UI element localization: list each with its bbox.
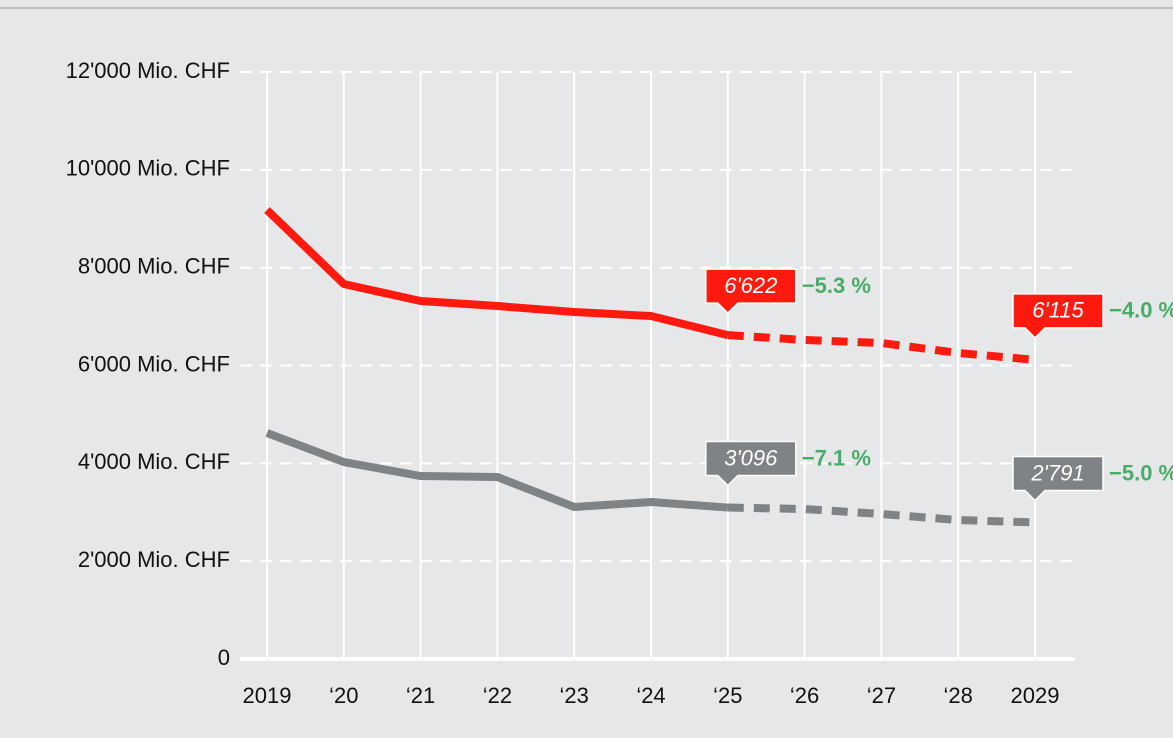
value-label: 6'622	[724, 273, 777, 298]
y-tick-label: 0	[218, 645, 230, 670]
value-label: 3'096	[724, 445, 778, 470]
x-tick-label: ‘25	[713, 683, 742, 708]
x-tick-label: ‘28	[944, 683, 973, 708]
callout-box	[705, 440, 797, 487]
callout-box	[1012, 293, 1104, 339]
y-tick-label: 10'000 Mio. CHF	[66, 156, 230, 181]
value-label: 2'791	[1030, 460, 1084, 485]
y-tick-label: 2'000 Mio. CHF	[78, 547, 230, 572]
y-tick-label: 6'000 Mio. CHF	[78, 351, 230, 376]
x-tick-label: ‘20	[329, 683, 358, 708]
x-tick-label: ‘23	[560, 683, 589, 708]
change-label: −4.0 %	[1109, 298, 1173, 323]
x-tick-label: ‘21	[406, 683, 435, 708]
line-actual	[264, 207, 729, 339]
callout-box	[1012, 455, 1104, 502]
callout-box	[705, 268, 797, 315]
y-tick-label: 8'000 Mio. CHF	[78, 253, 230, 278]
line-actual	[265, 429, 729, 512]
change-label: −7.1 %	[802, 445, 871, 470]
change-label: −5.0 %	[1109, 460, 1173, 485]
x-tick-label: ‘22	[483, 683, 512, 708]
y-tick-label: 12'000 Mio. CHF	[66, 58, 230, 83]
x-tick-label: ‘27	[867, 683, 896, 708]
x-tick-label: 2029	[1011, 683, 1060, 708]
value-label: 6'115	[1032, 298, 1084, 323]
y-tick-label: 4'000 Mio. CHF	[78, 449, 230, 474]
x-tick-label: 2019	[243, 683, 292, 708]
x-tick-label: ‘24	[636, 683, 665, 708]
x-tick-label: ‘26	[790, 683, 819, 708]
change-label: −5.3 %	[802, 273, 871, 298]
